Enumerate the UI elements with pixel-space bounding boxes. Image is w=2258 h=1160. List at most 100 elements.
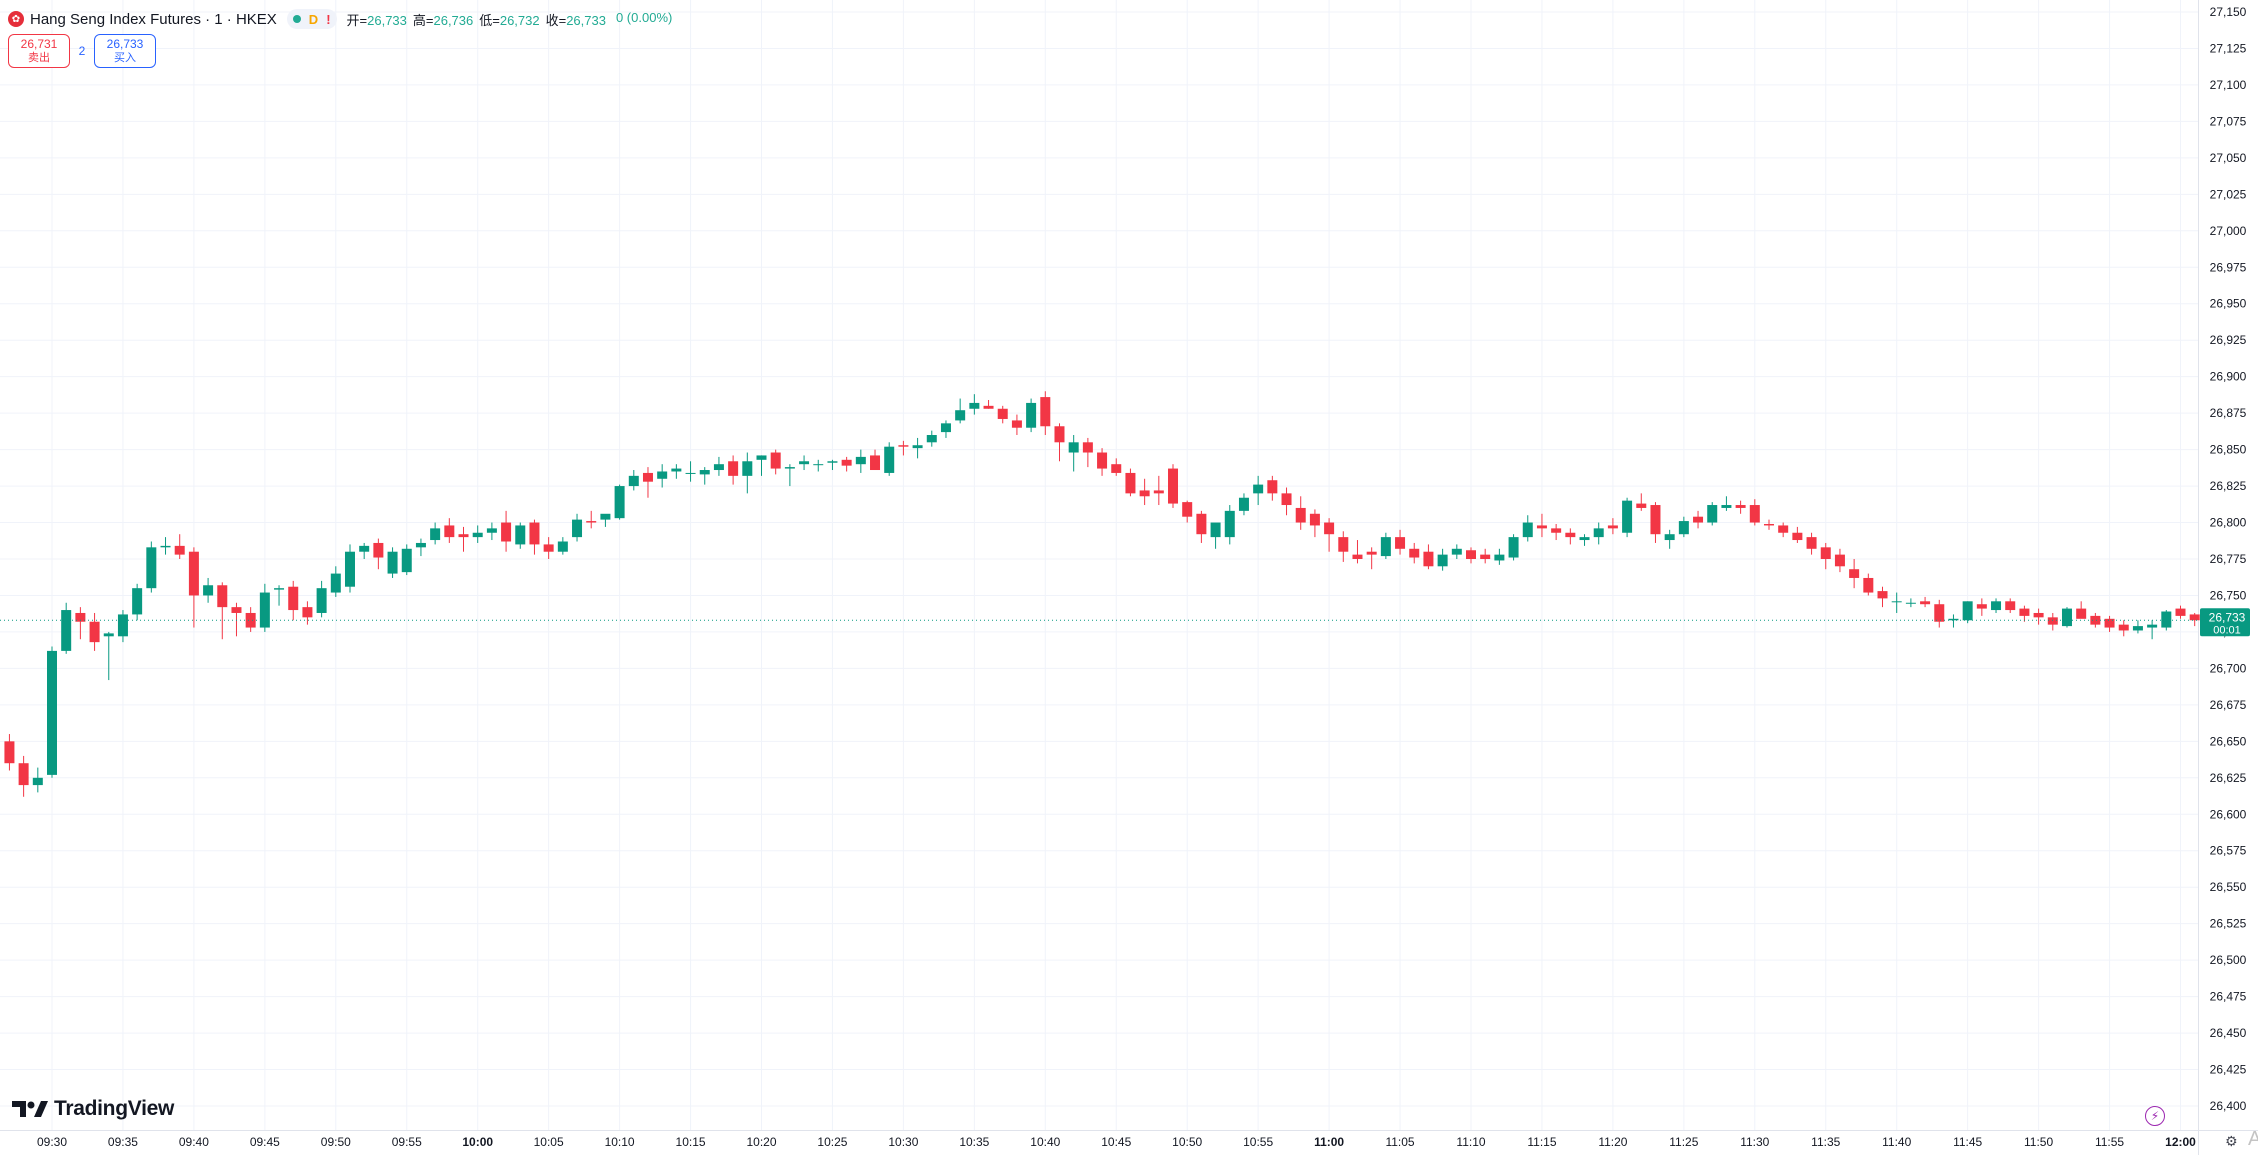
- candle-body: [401, 548, 412, 573]
- candle-body: [1253, 484, 1264, 494]
- candle-body: [657, 471, 668, 479]
- candle-body: [444, 525, 455, 538]
- candle-body: [47, 650, 57, 775]
- candle-body: [472, 532, 483, 538]
- candle-body: [1749, 505, 1760, 523]
- x-tick-label: 10:05: [534, 1135, 564, 1149]
- candle-body: [274, 588, 285, 590]
- candle-body: [359, 545, 370, 552]
- y-tick-label: 27,000: [2210, 224, 2247, 238]
- settings-gear-icon[interactable]: ⚙: [2225, 1133, 2238, 1149]
- activation-watermark: Activ: [2248, 1128, 2258, 1150]
- hsi-logo-icon[interactable]: ✿: [8, 11, 24, 27]
- candle-body: [2005, 601, 2016, 611]
- candle-body: [912, 445, 923, 449]
- candle-body: [132, 588, 143, 615]
- x-tick-label: 09:55: [392, 1135, 422, 1149]
- low-value: 26,732: [499, 12, 540, 28]
- candle-body: [1267, 480, 1278, 494]
- y-tick-label: 26,925: [2210, 333, 2247, 347]
- buy-button[interactable]: 26,733 买入: [94, 34, 156, 68]
- y-tick-label: 26,775: [2210, 552, 2247, 566]
- candle-body: [344, 551, 355, 587]
- candle-body: [1650, 505, 1661, 535]
- candle-body: [756, 455, 767, 460]
- candle-body: [628, 475, 639, 487]
- x-tick-label: 11:40: [1882, 1135, 1911, 1149]
- candle-body: [1238, 497, 1249, 511]
- candle-body: [983, 405, 994, 409]
- candle-body: [1168, 468, 1179, 504]
- candle-body: [1466, 550, 1476, 559]
- warning-badge[interactable]: !: [326, 11, 331, 27]
- lightning-icon[interactable]: ⚡: [2145, 1106, 2165, 1126]
- candle-body: [1224, 510, 1235, 538]
- y-tick-label: 27,125: [2210, 41, 2247, 55]
- candle-body: [2175, 608, 2186, 616]
- candle-body: [728, 461, 739, 476]
- delayed-data-badge[interactable]: D: [308, 11, 319, 27]
- candle-body: [1366, 551, 1377, 555]
- candle-body: [742, 461, 753, 476]
- candle-body: [1664, 534, 1675, 541]
- candle-body: [870, 455, 881, 471]
- candle-body: [1338, 537, 1349, 552]
- candle-body: [174, 545, 185, 555]
- candle-body: [1636, 503, 1647, 508]
- candle-body: [713, 464, 724, 471]
- candle-body: [1607, 525, 1618, 529]
- last-price-box[interactable]: [2200, 608, 2250, 637]
- candle-body: [1309, 513, 1320, 526]
- candle-body: [586, 521, 597, 523]
- candle-body: [1778, 525, 1789, 533]
- candle-body: [2047, 617, 2058, 625]
- candle-body: [572, 519, 583, 538]
- candle-body: [1763, 523, 1774, 526]
- x-tick-label: 09:50: [321, 1135, 351, 1149]
- candle-body: [2090, 615, 2101, 625]
- status-badges[interactable]: D !: [286, 9, 337, 29]
- candle-body: [1153, 490, 1164, 494]
- candle-body: [827, 461, 838, 463]
- candle-body: [1196, 513, 1207, 535]
- candle-body: [1834, 554, 1845, 567]
- y-tick-label: 26,825: [2210, 479, 2247, 493]
- candle-body: [1579, 537, 1590, 541]
- y-tick-label: 26,700: [2210, 661, 2247, 675]
- candle-body: [813, 464, 824, 466]
- market-open-dot-icon: [292, 15, 301, 23]
- candle-body: [1593, 528, 1604, 538]
- y-tick-label: 27,050: [2210, 151, 2247, 165]
- symbol-legend: ✿ Hang Seng Index Futures · 1 · HKEX D !…: [8, 8, 672, 30]
- tradingview-brand[interactable]: TradingView: [12, 1097, 174, 1121]
- candle-body: [89, 621, 100, 643]
- candle-body: [1622, 500, 1633, 533]
- x-tick-label: 10:15: [676, 1135, 706, 1149]
- candle-body: [1352, 554, 1363, 559]
- candle-body: [1125, 472, 1136, 494]
- candle-body: [501, 522, 512, 542]
- x-tick-label: 10:40: [1030, 1135, 1060, 1149]
- candle-body: [1494, 554, 1505, 561]
- candle-body: [1806, 537, 1817, 549]
- candle-body: [1891, 601, 1902, 603]
- candle-body: [1139, 490, 1150, 497]
- x-tick-label: 11:55: [2095, 1135, 2124, 1149]
- x-tick-label: 11:10: [1456, 1135, 1485, 1149]
- symbol-title[interactable]: Hang Seng Index Futures · 1 · HKEX: [30, 10, 277, 28]
- candle-body: [1849, 569, 1860, 578]
- candle-body: [1976, 604, 1987, 609]
- candle-body: [217, 585, 228, 608]
- candle-body: [1281, 493, 1292, 506]
- sell-button[interactable]: 26,731 卖出: [8, 34, 70, 68]
- x-tick-label: 11:05: [1385, 1135, 1414, 1149]
- candle-body: [245, 612, 256, 628]
- candle-body: [1820, 547, 1831, 559]
- candle-body: [1678, 521, 1689, 535]
- y-tick-label: 26,675: [2210, 698, 2247, 712]
- candle-body: [1792, 532, 1803, 541]
- y-tick-label: 27,025: [2210, 187, 2247, 201]
- y-tick-label: 27,150: [2210, 5, 2247, 19]
